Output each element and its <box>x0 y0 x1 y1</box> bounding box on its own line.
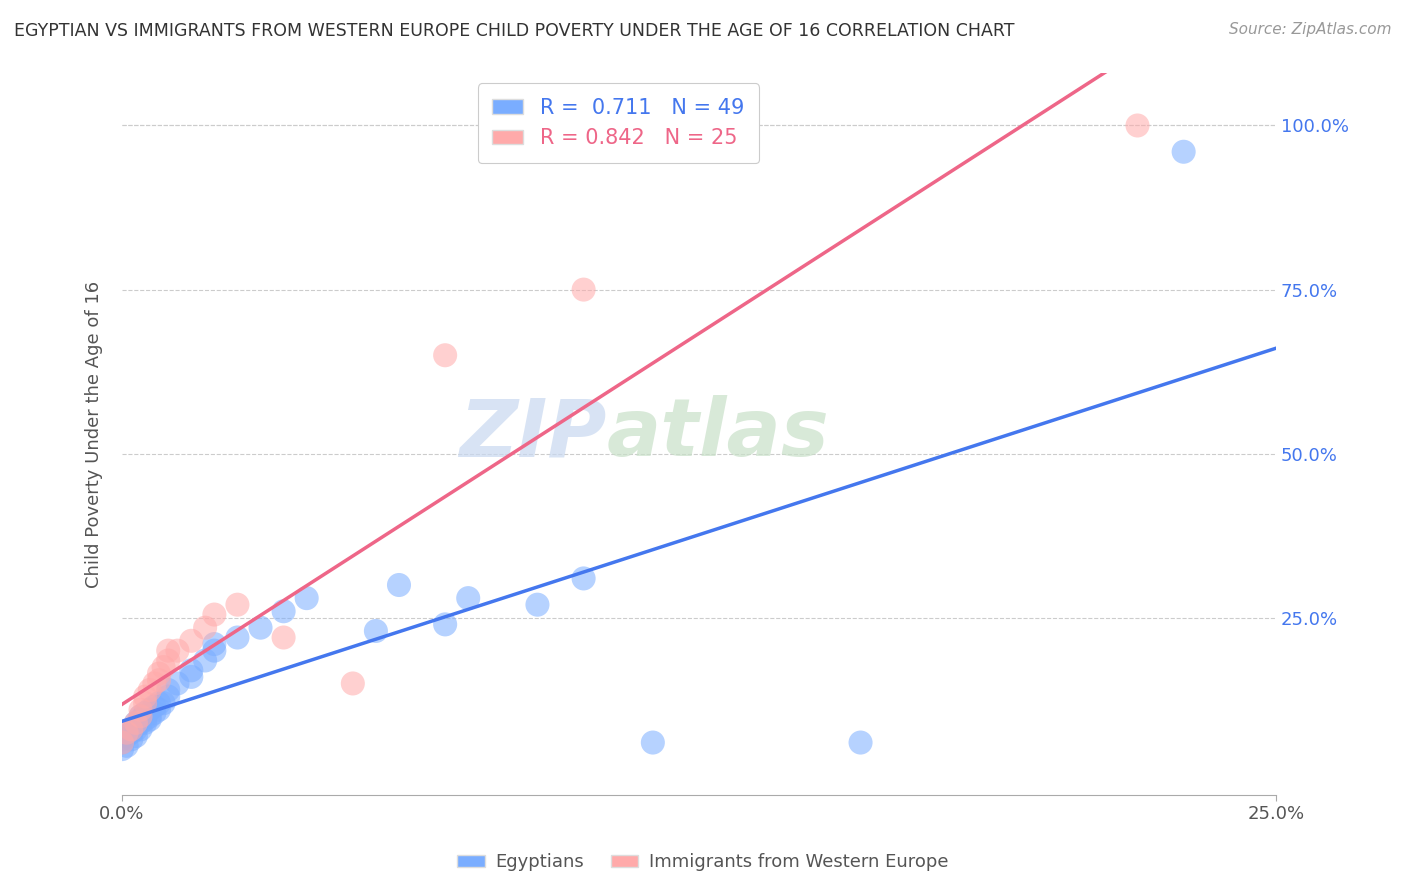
Point <box>139 709 162 723</box>
Point <box>143 676 166 690</box>
Point <box>125 715 148 730</box>
Point <box>342 676 364 690</box>
Point <box>125 719 148 733</box>
Text: ZIP: ZIP <box>460 395 607 473</box>
Point <box>148 673 170 688</box>
Point <box>111 732 134 747</box>
Y-axis label: Child Poverty Under the Age of 16: Child Poverty Under the Age of 16 <box>86 280 103 588</box>
Point <box>157 653 180 667</box>
Point <box>194 653 217 667</box>
Point <box>849 735 872 749</box>
Point <box>226 598 249 612</box>
Point <box>111 735 134 749</box>
Point <box>572 571 595 585</box>
Point <box>143 699 166 714</box>
Point <box>364 624 387 638</box>
Point <box>180 664 202 678</box>
Point <box>139 683 162 698</box>
Point <box>202 643 225 657</box>
Point <box>134 715 156 730</box>
Point <box>111 735 134 749</box>
Legend: Egyptians, Immigrants from Western Europe: Egyptians, Immigrants from Western Europ… <box>450 847 956 879</box>
Point <box>457 591 479 606</box>
Point <box>641 735 664 749</box>
Point <box>249 621 271 635</box>
Point <box>1126 119 1149 133</box>
Legend: R =  0.711   N = 49, R = 0.842   N = 25: R = 0.711 N = 49, R = 0.842 N = 25 <box>478 83 759 163</box>
Point <box>180 633 202 648</box>
Point <box>129 723 152 737</box>
Point <box>273 631 295 645</box>
Point <box>194 621 217 635</box>
Point <box>120 725 142 739</box>
Point <box>152 696 174 710</box>
Point <box>526 598 548 612</box>
Point <box>120 723 142 737</box>
Point <box>134 713 156 727</box>
Point <box>129 703 152 717</box>
Point <box>120 732 142 747</box>
Point <box>434 617 457 632</box>
Point <box>166 643 188 657</box>
Text: atlas: atlas <box>607 395 830 473</box>
Point <box>157 683 180 698</box>
Point <box>139 703 162 717</box>
Point <box>134 696 156 710</box>
Point <box>166 676 188 690</box>
Point <box>125 729 148 743</box>
Point <box>129 709 152 723</box>
Point <box>120 723 142 737</box>
Point <box>226 631 249 645</box>
Point <box>388 578 411 592</box>
Point <box>125 715 148 730</box>
Point <box>273 604 295 618</box>
Point <box>295 591 318 606</box>
Point <box>115 725 138 739</box>
Point <box>157 690 180 704</box>
Point <box>148 666 170 681</box>
Point <box>434 348 457 362</box>
Point <box>202 637 225 651</box>
Point <box>111 742 134 756</box>
Point <box>115 739 138 753</box>
Text: EGYPTIAN VS IMMIGRANTS FROM WESTERN EUROPE CHILD POVERTY UNDER THE AGE OF 16 COR: EGYPTIAN VS IMMIGRANTS FROM WESTERN EURO… <box>14 22 1015 40</box>
Point <box>143 706 166 720</box>
Point <box>180 670 202 684</box>
Point <box>148 696 170 710</box>
Point <box>125 723 148 737</box>
Point <box>129 713 152 727</box>
Point <box>115 729 138 743</box>
Point <box>572 283 595 297</box>
Point <box>129 715 152 730</box>
Point <box>134 690 156 704</box>
Point <box>1173 145 1195 159</box>
Point <box>202 607 225 622</box>
Text: Source: ZipAtlas.com: Source: ZipAtlas.com <box>1229 22 1392 37</box>
Point <box>134 706 156 720</box>
Point <box>129 709 152 723</box>
Point <box>152 660 174 674</box>
Point <box>148 703 170 717</box>
Point <box>157 643 180 657</box>
Point <box>134 709 156 723</box>
Point <box>139 713 162 727</box>
